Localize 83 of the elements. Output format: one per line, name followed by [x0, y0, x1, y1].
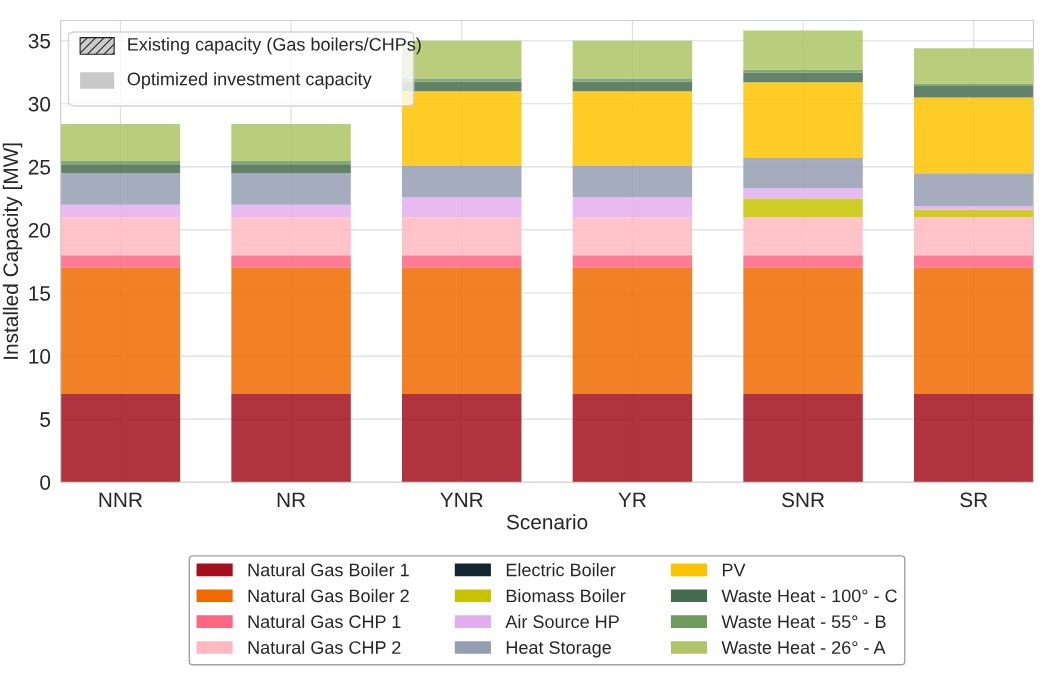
bar: [60, 164, 181, 174]
x-tick-label: YR: [618, 492, 646, 508]
y-tick-label: 10: [29, 349, 51, 364]
x-tick-label: YNR: [440, 492, 483, 508]
bar: [60, 173, 181, 205]
legend-label: Waste Heat - 26° - A: [721, 641, 886, 654]
bar: [231, 123, 351, 161]
y-tick-label: 20: [28, 222, 51, 238]
x-tick-label: NR: [277, 492, 306, 508]
bar: [913, 97, 1034, 174]
bar: [743, 82, 863, 159]
legend-label: Natural Gas CHP 1: [248, 614, 401, 629]
bar: [401, 197, 522, 218]
bar: [572, 91, 693, 166]
bar: [572, 165, 693, 198]
bar: [743, 217, 863, 256]
bar: [401, 165, 522, 198]
bar: [572, 81, 693, 92]
bar: [231, 393, 351, 483]
bar: [913, 173, 1034, 206]
bar: [60, 217, 181, 256]
legend-label: Electric Boiler: [506, 563, 616, 577]
bar: [60, 204, 181, 218]
bar: [913, 393, 1034, 483]
bar: [743, 267, 863, 394]
legend-label: PV: [722, 563, 746, 577]
bar: [913, 217, 1034, 256]
bar: [60, 123, 181, 161]
legend-label: Heat Storage: [506, 641, 611, 658]
bar: [231, 267, 351, 394]
legend-label: Waste Heat - 100° - C: [721, 589, 897, 603]
bar: [231, 173, 351, 205]
y-tick-label: 5: [40, 412, 51, 427]
bar: [913, 48, 1034, 84]
legend-label: Biomass Boiler: [506, 588, 626, 603]
bar: [401, 267, 522, 394]
bar: [231, 164, 351, 174]
bar: [913, 255, 1034, 268]
bar: [913, 209, 1034, 218]
legend-label: Waste Heat - 55° - B: [721, 615, 886, 629]
bar: [743, 158, 863, 189]
legend-label: Natural Gas CHP 2: [248, 640, 401, 654]
bar: [401, 91, 522, 166]
y-axis-title: Installed Capacity [MW]: [2, 143, 23, 359]
bar: [572, 217, 693, 256]
bar: [231, 217, 351, 256]
bar: [743, 255, 863, 268]
y-tick-label: 25: [28, 159, 51, 175]
bar: [572, 393, 693, 483]
y-tick-label: 30: [28, 96, 51, 112]
x-tick-label: SNR: [782, 492, 825, 508]
annotation: Optimized investment capacity: [127, 72, 372, 89]
x-tick-label: SR: [960, 492, 988, 508]
bar: [572, 255, 693, 268]
bar: [743, 188, 863, 199]
x-tick-label: NNR: [99, 492, 142, 508]
legend-label: Natural Gas Boiler 2: [248, 588, 409, 603]
bar: [743, 198, 863, 218]
bar: [913, 205, 1034, 210]
bar: [743, 69, 863, 73]
bar: [401, 393, 522, 483]
bar: [572, 78, 693, 82]
bar: [60, 393, 181, 483]
bar: [913, 86, 1034, 98]
bar: [231, 255, 351, 268]
bar: [60, 255, 181, 268]
bar: [572, 267, 693, 394]
y-tick-label: 15: [29, 286, 51, 301]
legend-label: Air Source HP: [505, 614, 619, 629]
bar: [743, 393, 863, 483]
bar: [572, 197, 693, 218]
y-tick-label: 35: [28, 33, 51, 49]
bar: [401, 255, 522, 268]
y-tick-label: 0: [40, 475, 51, 490]
bar: [913, 267, 1034, 394]
legend-label: Natural Gas Boiler 1: [248, 563, 409, 577]
bar: [572, 40, 693, 79]
bar: [60, 267, 181, 394]
x-axis-title: Scenario: [506, 514, 588, 530]
bar: [743, 30, 863, 70]
bar: [743, 72, 863, 83]
bar: [401, 217, 522, 256]
bar: [231, 204, 351, 218]
